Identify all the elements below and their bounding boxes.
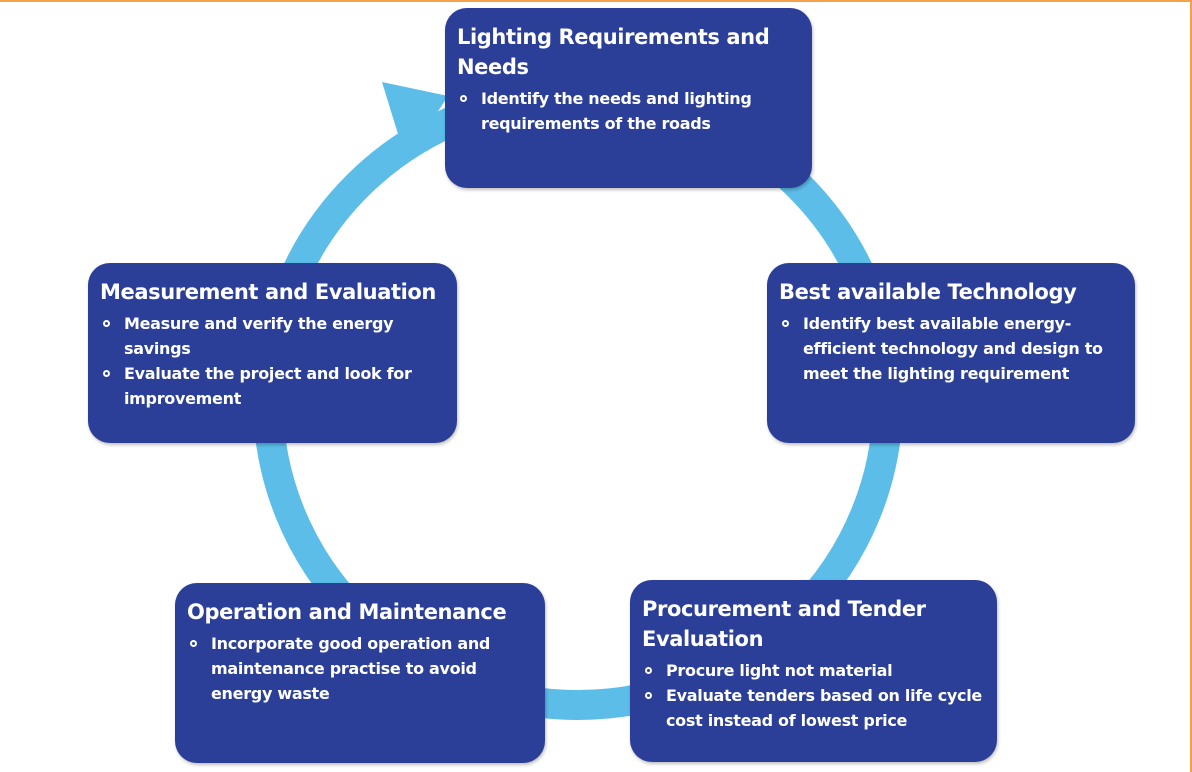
bullet-text: Identify best available energy-efficient… xyxy=(803,314,1103,383)
cycle-arrowhead xyxy=(382,82,448,160)
step-title: Best available Technology xyxy=(779,280,1077,304)
step-bullet: Procure light not material xyxy=(642,658,983,683)
step-bullet: Measure and verify the energy savings xyxy=(100,311,443,361)
bullet-text: Incorporate good operation and maintenan… xyxy=(211,634,491,703)
step-title: Operation and Maintenance xyxy=(187,600,507,624)
bullet-marker xyxy=(645,667,652,674)
bullet-text: Evaluate the project and look for improv… xyxy=(124,364,412,408)
step-box: Best available Technology Identify best a… xyxy=(767,263,1135,443)
step-box: Procurement and Tender Evaluation Procure… xyxy=(630,580,997,762)
bullet-marker xyxy=(103,320,110,327)
step-bullet: Incorporate good operation and maintenan… xyxy=(187,631,531,706)
bullet-marker xyxy=(460,95,467,102)
step-title: Measurement and Evaluation xyxy=(100,280,436,304)
bullet-text: Procure light not material xyxy=(666,661,893,680)
step-bullet: Evaluate the project and look for improv… xyxy=(100,361,443,411)
step-box: Lighting Requirements and Needs Identify … xyxy=(445,8,812,188)
bullet-text: Measure and verify the energy savings xyxy=(124,314,394,358)
bullet-marker xyxy=(190,640,197,647)
step-title: Procurement and Tender Evaluation xyxy=(642,597,926,651)
bullet-marker xyxy=(782,320,789,327)
bullet-marker xyxy=(103,370,110,377)
step-bullet: Evaluate tenders based on life cycle cos… xyxy=(642,683,983,733)
step-bullet: Identify best available energy-efficient… xyxy=(779,311,1121,386)
bullet-marker xyxy=(645,692,652,699)
bullet-text: Evaluate tenders based on life cycle cos… xyxy=(666,686,982,730)
step-box: Operation and Maintenance Incorporate goo… xyxy=(175,583,545,763)
bullet-text: Identify the needs and lighting requirem… xyxy=(481,89,752,133)
step-title: Lighting Requirements and Needs xyxy=(457,25,770,79)
step-box: Measurement and Evaluation Measure and ve… xyxy=(88,263,457,443)
step-bullet: Identify the needs and lighting requirem… xyxy=(457,86,798,136)
